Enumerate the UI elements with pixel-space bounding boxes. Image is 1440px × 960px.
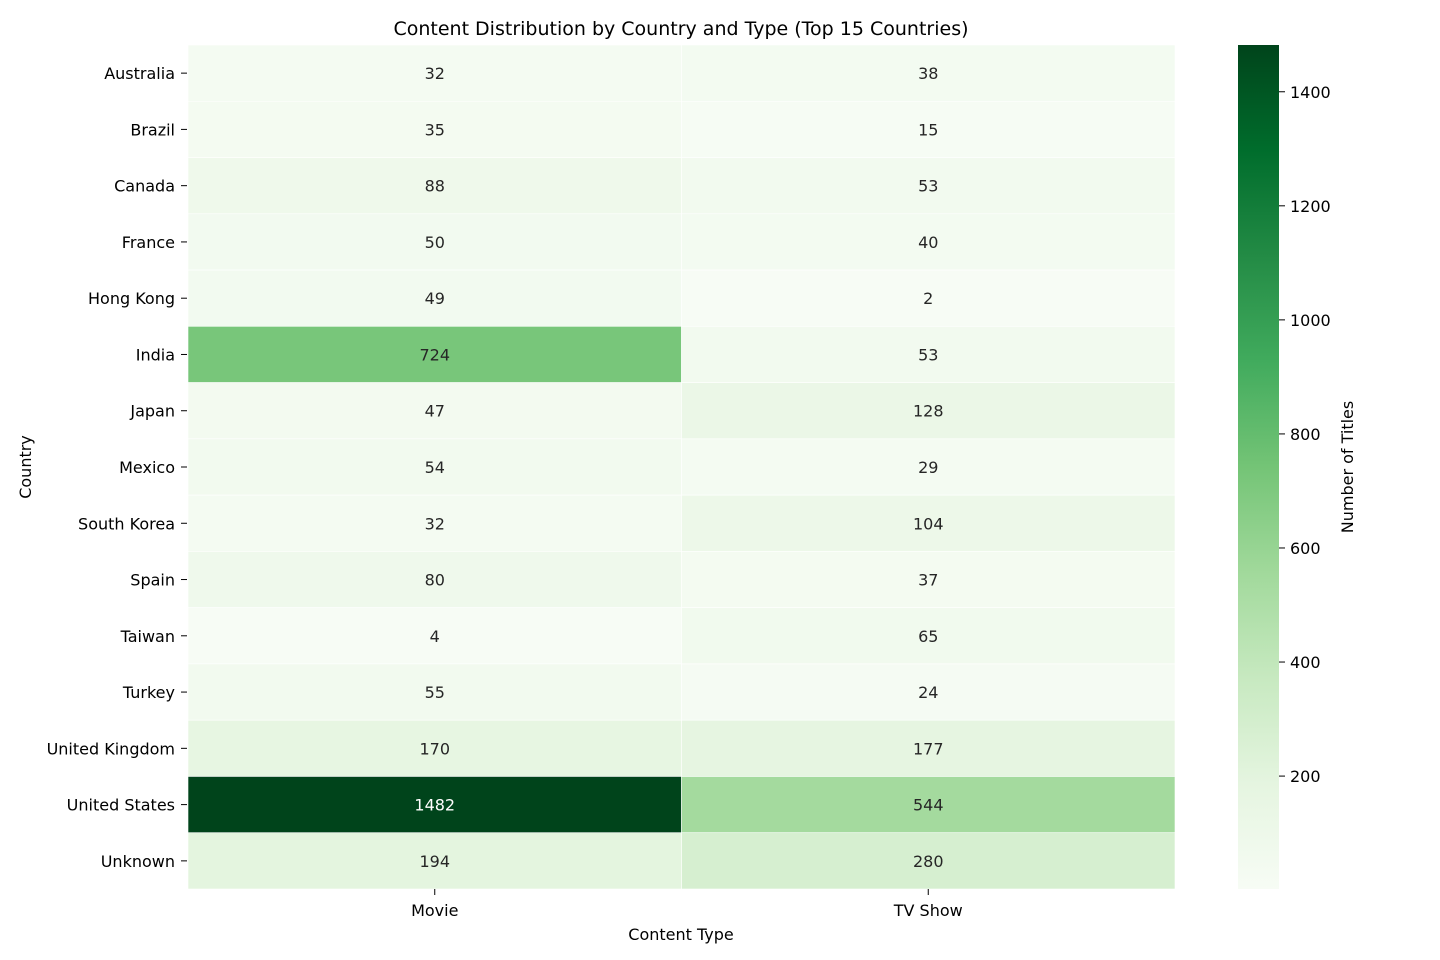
x-axis: Movie TV Show [411,889,963,920]
y-tick-label: United Kingdom [47,739,175,758]
cell-value-label: 104 [913,514,944,533]
heatmap-cell [187,551,682,608]
x-tick-label: Movie [411,901,458,920]
colorbar-tick-label: 600 [1290,539,1321,558]
heatmap-cell [187,100,682,158]
cell-value-label: 47 [425,402,445,421]
heatmap-annotations: 32 38 35 15 88 53 50 40 49 2 724 53 47 128 54 29 32 104 80… [414,64,943,871]
heatmap-cell [681,663,1176,721]
cell-value-label: 724 [419,345,450,364]
y-tick-label: Mexico [119,458,175,477]
cell-value-label: 53 [918,177,938,196]
heatmap-cell [187,776,682,834]
colorbar-tick-label: 1000 [1290,311,1331,330]
cell-value-label: 128 [913,402,944,421]
cell-value-label: 170 [419,739,450,758]
y-tick-label: Brazil [130,120,175,139]
heatmap-cell [187,438,682,496]
heatmap-cell [681,607,1176,665]
heatmap-cell [187,157,682,215]
cell-value-label: 2 [923,289,933,308]
heatmap-cell [681,551,1176,608]
chart-title: Content Distribution by Country and Type… [393,18,968,40]
heatmap-cell [681,719,1176,777]
cell-value-label: 65 [918,627,938,646]
heatmap-cell [187,44,682,102]
cell-value-label: 544 [913,796,944,815]
heatmap-cell [187,663,682,721]
colorbar-tick-label: 800 [1290,425,1321,444]
cell-value-label: 38 [918,64,938,83]
y-tick-label: Australia [104,64,175,83]
cell-value-label: 4 [430,627,440,646]
y-tick-label: Japan [129,402,175,421]
heatmap-cell [681,438,1176,496]
cell-value-label: 29 [918,458,938,477]
cell-value-label: 55 [425,683,445,702]
heatmap-cell [681,213,1176,271]
y-axis-label: Country [16,435,35,499]
colorbar: 200 400 600 800 1000 1200 1400 [1238,45,1331,889]
y-tick-label: Canada [114,177,175,196]
cell-value-label: 1482 [414,796,455,815]
colorbar-tick-label: 1400 [1290,83,1331,102]
cell-value-label: 35 [425,120,445,139]
heatmap-cell [681,157,1176,215]
heatmap-cell [681,326,1176,383]
x-axis-label: Content Type [628,925,733,944]
cell-value-label: 15 [918,120,938,139]
colorbar-tick-label: 1200 [1290,197,1331,216]
heatmap-cell [681,382,1176,440]
heatmap-cell [187,213,682,271]
heatmap-cell [187,832,682,890]
cell-value-label: 280 [913,852,944,871]
cell-value-label: 24 [918,683,938,702]
heatmap-cell [681,269,1176,327]
cell-value-label: 194 [419,852,450,871]
x-tick-label: TV Show [893,901,963,920]
heatmap-cell [681,776,1176,834]
heatmap-cell [681,100,1176,158]
heatmap-cell [187,494,682,552]
cell-value-label: 32 [425,514,445,533]
cell-value-label: 37 [918,571,938,590]
cell-value-label: 40 [918,233,938,252]
heatmap-cell [681,832,1176,890]
cell-value-label: 80 [425,571,445,590]
colorbar-tick-label: 200 [1290,767,1321,786]
y-tick-label: Turkey [122,683,175,702]
cell-value-label: 50 [425,233,445,252]
heatmap-cell [187,607,682,665]
y-tick-label: France [122,233,175,252]
heatmap-cell [187,382,682,440]
y-tick-label: India [136,345,175,364]
heatmap-cell [681,44,1176,102]
cell-value-label: 49 [425,289,445,308]
cell-value-label: 53 [918,345,938,364]
y-tick-label: Spain [130,571,175,590]
y-tick-label: United States [67,796,175,815]
colorbar-gradient [1238,45,1279,889]
y-axis: Australia Brazil Canada France Hong Kong Indi… [47,64,187,871]
heatmap-cell [187,719,682,777]
colorbar-tick-label: 400 [1290,653,1321,672]
colorbar-label: Number of Titles [1338,401,1357,534]
cell-value-label: 32 [425,64,445,83]
cell-value-label: 88 [425,177,445,196]
heatmap-cells [187,44,1176,890]
y-tick-label: Taiwan [120,627,175,646]
cell-value-label: 54 [425,458,445,477]
cell-value-label: 177 [913,739,944,758]
heatmap-cell [681,494,1176,552]
y-tick-label: South Korea [78,514,175,533]
y-tick-label: Unknown [101,852,175,871]
y-tick-label: Hong Kong [88,289,175,308]
